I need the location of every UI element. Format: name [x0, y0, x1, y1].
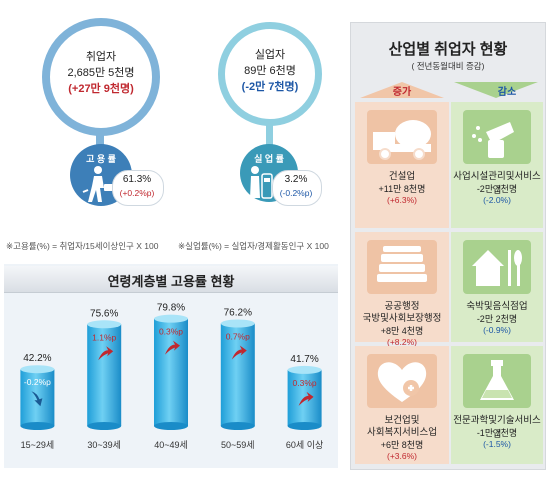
age-bar-base [87, 422, 122, 430]
heart-cross-icon [367, 354, 437, 408]
industry-change-value: +8만 4천명 [380, 326, 424, 336]
industry-change-value: -2만 2천명 [476, 314, 518, 324]
industry-change-value: -1만 7천명 [476, 428, 518, 438]
age-category-label: 30~39세 [87, 440, 121, 450]
industry-name: 공공행정 [384, 301, 420, 312]
age-employment-chart: 42.2% -0.2%p 15~29세 75.6% 1.1%p 30~39세 79.8% 0.… [20, 303, 323, 450]
unemployed-rate-change: (-0.2%p) [279, 188, 313, 198]
house-fork-icon [463, 240, 531, 294]
age-category-label: 60세 이상 [286, 440, 323, 450]
unemployed-ring [218, 22, 322, 126]
age-bar-cap [20, 365, 55, 374]
age-bar [154, 318, 188, 426]
decrease-header-label: 감소 [497, 87, 517, 98]
age-category-label: 40~49세 [154, 440, 188, 450]
cement-truck-icon [367, 110, 437, 164]
flask-icon [463, 354, 531, 408]
industry-name: 숙박및음식점업 [466, 301, 528, 312]
industry-subtitle: ( 전년동월대비 증감) [411, 61, 485, 71]
trend-up-icon [231, 345, 247, 360]
job-seeker-icon [82, 166, 113, 202]
employed-title: 취업자 [85, 51, 117, 63]
industry-change-pct: (-0.9%) [483, 325, 511, 335]
trend-down-icon [31, 391, 43, 407]
age-value-label: 79.8% [157, 303, 185, 314]
age-value-label: 75.6% [90, 308, 118, 319]
employed-stem [96, 132, 104, 154]
unemployed-value: 89만 6천명 [244, 65, 296, 77]
industry-name: 사회복지서비스업 [367, 427, 437, 438]
age-value-label: 42.2% [23, 353, 51, 364]
age-change-label: 0.3%p [293, 378, 317, 388]
age-category-label: 15~29세 [21, 440, 55, 450]
employed-value: 2,685만 5천명 [67, 67, 135, 79]
industry-name: 보건업및 [384, 415, 420, 426]
documents-stack-icon [367, 240, 437, 294]
employed-rate: 61.3% [122, 174, 152, 185]
industry-change-pct: (+8.2%) [387, 337, 417, 347]
industry-name: 국방및사회보장행정 [362, 313, 442, 324]
industry-change-pct: (+6.3%) [387, 195, 417, 205]
employed-rate-pill [112, 170, 164, 206]
age-bar [220, 323, 255, 426]
age-value-label: 41.7% [290, 354, 318, 365]
industry-change-value: -2만 7천명 [476, 184, 518, 194]
age-change-label: 0.3%p [159, 327, 183, 337]
decrease-header-arrow [454, 82, 538, 98]
age-change-label: 1.1%p [92, 332, 116, 342]
unemployed-title: 실업자 [254, 49, 286, 61]
unemployed-change: (-2만 7천명) [241, 81, 299, 93]
unemployment-rate-formula: ※실업률(%) = 실업자/경제활동인구 X 100 [178, 241, 329, 251]
age-bar-cap [154, 314, 188, 323]
unemployed-rate: 3.2% [284, 174, 308, 185]
unemployed-stem [266, 124, 273, 150]
job-center-person-icon [250, 166, 273, 199]
industry-change-pct: (+3.6%) [387, 451, 417, 461]
age-category-label: 50~59세 [221, 440, 255, 450]
increase-header-label: 증가 [392, 87, 412, 98]
age-chart-title: 연령계층별 고용률 현황 [107, 274, 235, 289]
employed-rate-label: 고 용 률 [86, 154, 116, 164]
employment-rate-formula: ※고용률(%) = 취업자/15세이상인구 X 100 [6, 241, 159, 251]
industry-change-value: +6만 8천명 [380, 440, 424, 450]
industry-name: 사업시설관리및서비스업 [453, 171, 541, 196]
age-change-label: -0.2%p [24, 377, 51, 387]
industry-name: 전문과학및기술서비스업 [453, 415, 541, 440]
trend-up-icon [298, 391, 314, 406]
trend-up-icon [98, 346, 114, 361]
increase-header-arrow [360, 82, 444, 98]
trend-up-icon [165, 340, 180, 355]
industry-change-pct: (-1.5%) [483, 439, 511, 449]
industry-name: 건설업 [388, 171, 416, 182]
employed-rate-change: (+0.2%p) [119, 188, 155, 198]
age-change-label: 0.7%p [226, 331, 250, 341]
age-bar-cap [87, 320, 122, 329]
industry-title: 산업별 취업자 현황 [388, 41, 508, 58]
age-bar-base [220, 422, 255, 430]
cleaning-spray-icon [463, 110, 531, 164]
age-bar [87, 324, 122, 426]
age-bar-cap [220, 319, 255, 328]
age-bar-base [154, 422, 188, 430]
industry-change-value: +11만 8천명 [378, 184, 426, 194]
employed-change: (+27만 9천명) [68, 83, 134, 95]
unemployed-rate-pill [272, 170, 322, 206]
industry-change-pct: (-2.0%) [483, 195, 511, 205]
age-bar-base [287, 422, 322, 430]
age-bar-base [20, 422, 55, 430]
age-value-label: 76.2% [224, 307, 252, 318]
age-bar-cap [287, 365, 322, 374]
age-chart-header [4, 266, 338, 293]
unemployed-rate-label: 실 업 률 [254, 154, 284, 164]
